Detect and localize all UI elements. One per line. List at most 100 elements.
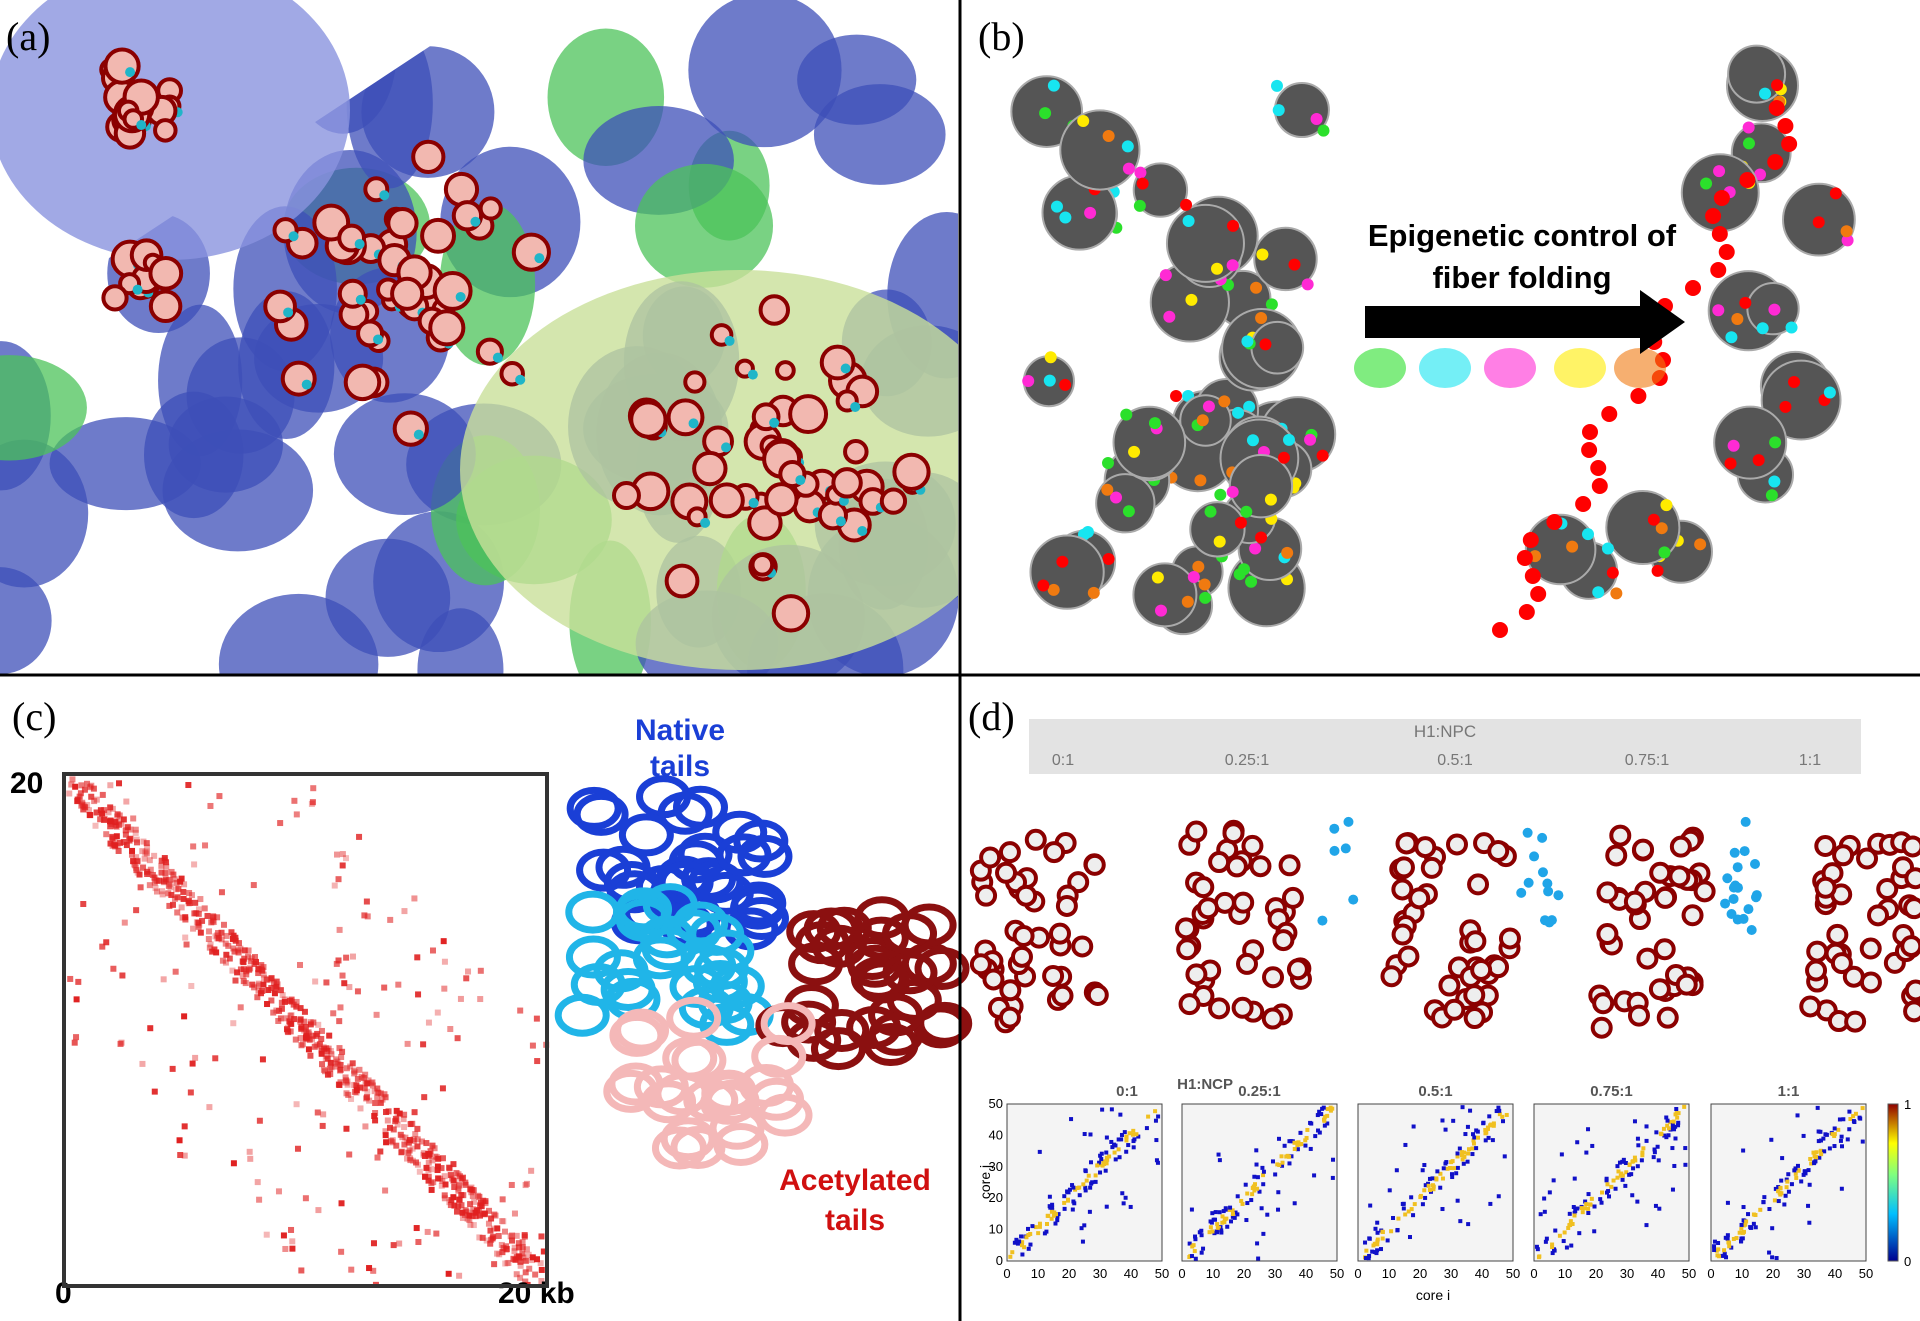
contact-cell xyxy=(1292,1146,1297,1151)
nucleosome xyxy=(1185,963,1208,986)
contact-cell xyxy=(384,1117,391,1124)
contact-cell xyxy=(1154,1158,1159,1163)
nucleosome xyxy=(1112,405,1187,480)
contact-cell xyxy=(118,820,125,827)
contact-cell xyxy=(287,997,294,1004)
contact-cell xyxy=(182,934,189,941)
contact-cell xyxy=(1019,1243,1024,1248)
tail xyxy=(1316,449,1329,462)
contact-cell xyxy=(302,1023,309,1030)
tail xyxy=(1785,321,1798,334)
contact-cell xyxy=(1462,1150,1467,1155)
contact-cell xyxy=(1683,1146,1688,1151)
contact-cell xyxy=(422,1173,429,1180)
contact-cell xyxy=(1086,1173,1091,1178)
tail xyxy=(1249,542,1262,555)
contact-cell xyxy=(218,889,225,896)
contact-cell xyxy=(1378,1247,1383,1252)
nucleosome xyxy=(1876,877,1899,900)
contact-cell xyxy=(1079,1226,1084,1231)
contact-cell xyxy=(373,1011,380,1018)
cell xyxy=(688,0,842,148)
contact-cell xyxy=(151,1088,158,1095)
contact-cell xyxy=(1816,1139,1821,1144)
contact-cell xyxy=(334,851,341,858)
contact-cell xyxy=(313,1032,320,1039)
contact-cell xyxy=(1725,1233,1730,1238)
contact-cell xyxy=(467,1186,474,1193)
contact-cell xyxy=(1823,1132,1828,1137)
contact-cell xyxy=(326,1032,333,1039)
contact-cell xyxy=(245,947,252,954)
nucleosome xyxy=(576,848,632,892)
contact-cell xyxy=(195,906,202,913)
tail xyxy=(1769,436,1782,449)
contact-cell xyxy=(1827,1146,1832,1151)
contact-cell xyxy=(229,967,236,974)
x-tick-label: 40 xyxy=(1651,1266,1665,1281)
contact-cell xyxy=(1712,1239,1717,1244)
contact-cell xyxy=(379,1096,386,1103)
contact-cell xyxy=(247,1155,254,1162)
contact-cell xyxy=(1567,1223,1572,1228)
contact-cell xyxy=(289,1238,296,1245)
contact-cell xyxy=(410,1137,417,1144)
contact-cell xyxy=(1672,1127,1677,1132)
contact-cell xyxy=(237,966,244,973)
contact-cell xyxy=(151,852,158,859)
cell xyxy=(333,393,476,515)
contact-cell xyxy=(1028,1242,1033,1247)
contact-cell xyxy=(1615,1175,1620,1180)
nucleosome xyxy=(995,861,1018,884)
nucleosome xyxy=(570,962,626,1006)
nucleosome xyxy=(1590,1016,1613,1039)
tail xyxy=(1768,303,1781,316)
contact-cell xyxy=(1455,1151,1460,1156)
contact-cell xyxy=(491,1211,498,1218)
x-tick-label: 30 xyxy=(1093,1266,1107,1281)
contact-cell xyxy=(1153,1109,1158,1114)
linker xyxy=(1546,514,1563,530)
cell xyxy=(238,291,335,440)
contact-cell xyxy=(477,967,484,974)
contact-cell xyxy=(382,1128,389,1135)
contact-cell xyxy=(1673,1136,1678,1141)
contact-cell xyxy=(191,910,198,917)
contact-cell xyxy=(354,988,361,995)
contact-cell xyxy=(214,914,221,921)
contact-cell xyxy=(1572,1213,1577,1218)
contact-cell xyxy=(1652,1150,1657,1155)
contact-cell xyxy=(382,1132,389,1139)
contact-cell xyxy=(345,1091,352,1098)
contact-cell xyxy=(1073,1187,1078,1192)
contact-cell xyxy=(511,1244,518,1251)
contact-cell xyxy=(465,968,472,975)
nucleosome xyxy=(432,271,473,311)
contact-cell xyxy=(1751,1221,1756,1226)
contact-cell xyxy=(278,1005,285,1012)
contact-cell xyxy=(298,1042,305,1049)
contact-cell xyxy=(1256,1256,1261,1261)
annotation: Native xyxy=(635,714,725,747)
contact-cell xyxy=(230,1160,237,1167)
contact-cell xyxy=(1117,1155,1122,1160)
arrow-text: Epigenetic control of xyxy=(1368,218,1677,253)
contact-cell xyxy=(482,1200,489,1207)
contact-cell xyxy=(260,981,267,988)
contact-cell xyxy=(1277,1163,1282,1168)
contact-cell xyxy=(441,958,448,965)
x-tick-label: 0 xyxy=(1707,1266,1714,1281)
nucleosome xyxy=(1249,855,1272,878)
tail xyxy=(1202,400,1215,413)
contact-cell xyxy=(1571,1205,1576,1210)
contact-cell xyxy=(420,1041,427,1048)
x-tick-label: 10 xyxy=(1382,1266,1396,1281)
contact-cell xyxy=(246,1148,253,1155)
tail xyxy=(1756,322,1769,335)
contact-cell xyxy=(1261,1231,1266,1236)
contact-cell xyxy=(1659,1132,1664,1137)
contact-cell xyxy=(1363,1240,1368,1245)
contact-cell xyxy=(387,916,394,923)
contact-cell xyxy=(122,827,129,834)
contact-cell xyxy=(1789,1182,1794,1187)
